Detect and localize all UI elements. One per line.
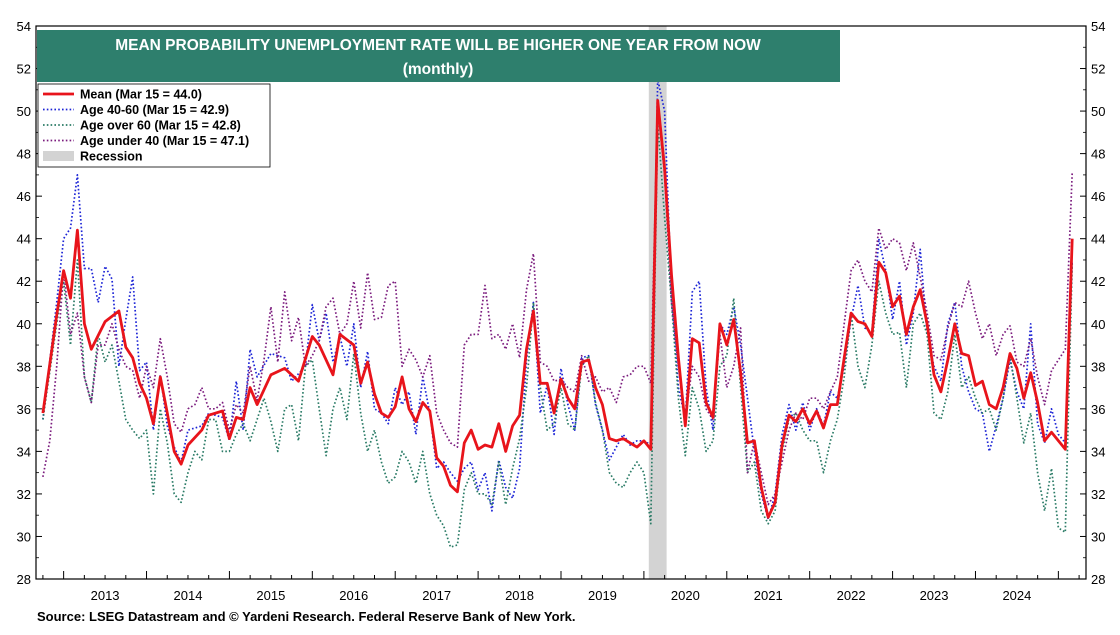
x-tick-label: 2013: [91, 588, 120, 603]
y-axis-ticks: 28 28 30 30 32 32 34 34 36 36 38 38 40 40 42 42 44 44 46 46…: [17, 19, 1106, 587]
legend-label: Recession: [80, 150, 143, 164]
y-tick-label-right: 38: [1091, 359, 1105, 374]
x-tick-label: 2022: [837, 588, 866, 603]
recession-band: [648, 26, 667, 579]
legend-box: [37, 83, 271, 168]
y-tick-label-right: 30: [1091, 529, 1105, 544]
legend-series-0: Mean (Mar 15 = 44.0): [43, 88, 202, 102]
y-tick-label-right: 42: [1091, 274, 1105, 289]
legend-label: Mean (Mar 15 = 44.0): [80, 88, 202, 102]
chart-title-line2: (monthly): [403, 61, 474, 78]
series-line-2: [42, 120, 1074, 548]
y-tick-label-left: 48: [17, 147, 31, 162]
x-tick-label: 2019: [588, 588, 617, 603]
y-tick-label-right: 44: [1091, 232, 1105, 247]
chart-title-line1: MEAN PROBABILITY UNEMPLOYMENT RATE WILL …: [115, 37, 761, 54]
y-tick-label-left: 32: [17, 487, 31, 502]
y-tick-label-right: 46: [1091, 189, 1105, 204]
y-tick-label-left: 52: [17, 62, 31, 77]
x-tick-label: 2014: [174, 588, 203, 603]
x-axis-ticks: 2013 2014 2015 2016 2017 2018 2019 2020 2021 2022…: [42, 571, 1080, 603]
legend-label: Age 40-60 (Mar 15 = 42.9): [80, 103, 229, 117]
y-tick-label-left: 44: [17, 232, 31, 247]
y-tick-label-right: 50: [1091, 104, 1105, 119]
legend-swatch-recession: [43, 151, 74, 161]
source-note: Source: LSEG Datastream and © Yardeni Re…: [37, 609, 576, 624]
legend-series-2: Age over 60 (Mar 15 = 42.8): [43, 119, 241, 133]
y-tick-label-right: 34: [1091, 444, 1105, 459]
legend-series-3: Age under 40 (Mar 15 = 47.1): [43, 134, 249, 148]
legend-label: Age over 60 (Mar 15 = 42.8): [80, 119, 241, 133]
y-tick-label-left: 50: [17, 104, 31, 119]
x-tick-label: 2015: [256, 588, 285, 603]
y-tick-label-right: 52: [1091, 62, 1105, 77]
y-tick-label-left: 42: [17, 274, 31, 289]
y-tick-label-right: 32: [1091, 487, 1105, 502]
x-tick-label: 2020: [671, 588, 700, 603]
series-line-3: [42, 103, 1074, 506]
y-tick-label-right: 54: [1091, 19, 1105, 34]
y-tick-label-left: 36: [17, 402, 31, 417]
legend-label: Age under 40 (Mar 15 = 47.1): [80, 134, 249, 148]
legend-recession: Recession: [43, 150, 143, 164]
series-layer: [41, 78, 1074, 548]
y-tick-label-left: 34: [17, 444, 31, 459]
y-tick-label-left: 54: [17, 19, 31, 34]
y-tick-label-left: 28: [17, 572, 31, 587]
title-background: [37, 30, 840, 82]
legend: Mean (Mar 15 = 44.0)Age 40-60 (Mar 15 = …: [37, 83, 271, 168]
y-tick-label-right: 40: [1091, 317, 1105, 332]
y-tick-label-right: 28: [1091, 572, 1105, 587]
y-tick-label-left: 46: [17, 189, 31, 204]
title-banner: MEAN PROBABILITY UNEMPLOYMENT RATE WILL …: [37, 30, 840, 82]
x-tick-label: 2023: [920, 588, 949, 603]
x-tick-label: 2024: [1002, 588, 1031, 603]
x-tick-label: 2017: [422, 588, 451, 603]
series-line-1: [42, 78, 1074, 521]
x-tick-label: 2018: [505, 588, 534, 603]
series-line-0: [41, 99, 1074, 519]
y-tick-label-left: 38: [17, 359, 31, 374]
x-tick-label: 2016: [339, 588, 368, 603]
legend-series-1: Age 40-60 (Mar 15 = 42.9): [43, 103, 229, 117]
y-tick-label-right: 36: [1091, 402, 1105, 417]
x-tick-label: 2021: [754, 588, 783, 603]
y-tick-label-left: 40: [17, 317, 31, 332]
y-tick-label-right: 48: [1091, 147, 1105, 162]
recession-layer: [648, 26, 667, 579]
y-tick-label-left: 30: [17, 529, 31, 544]
